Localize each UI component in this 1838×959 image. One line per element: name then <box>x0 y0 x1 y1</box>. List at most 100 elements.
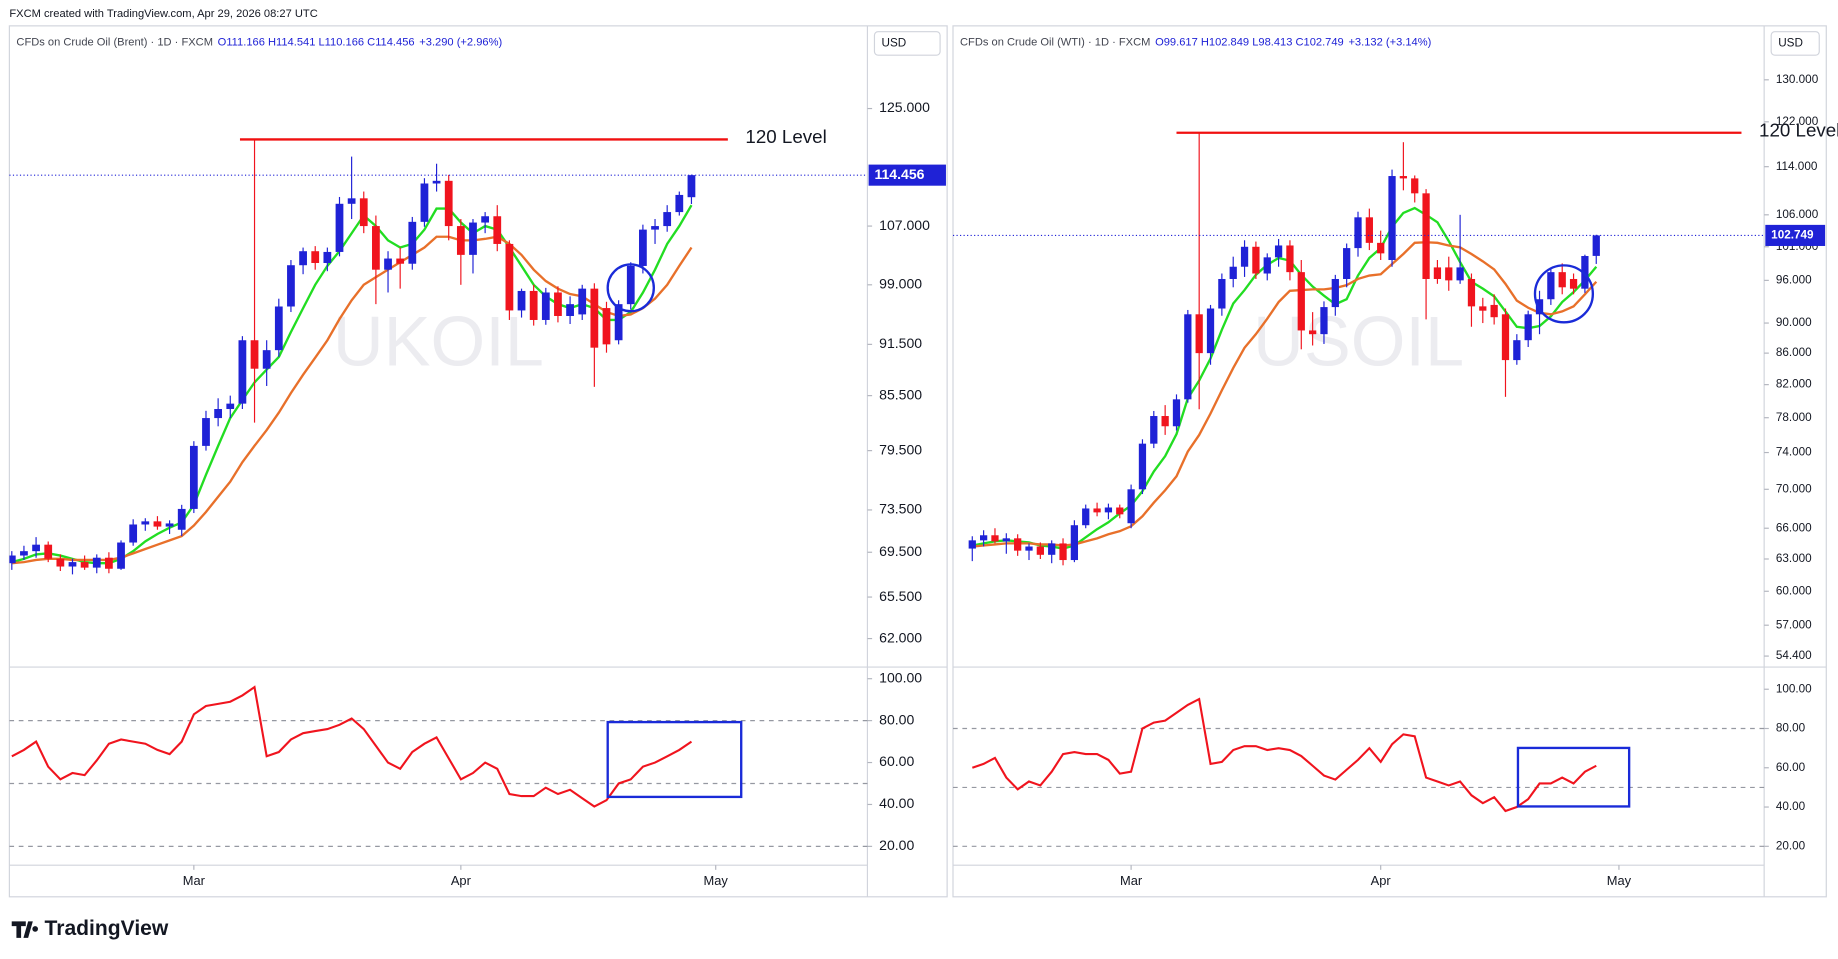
candle-body <box>639 229 647 266</box>
symbol-title: CFDs on Crude Oil (Brent) · 1D · FXCM <box>16 36 213 48</box>
y-tick-label: 86.000 <box>1776 346 1812 359</box>
candle-body <box>1433 267 1442 279</box>
price-marks <box>9 140 696 575</box>
last-price-label: 114.456 <box>874 166 924 182</box>
candle-body <box>1252 246 1260 274</box>
y-tick-label: 107.000 <box>879 217 930 233</box>
brand-logo <box>11 921 38 938</box>
candle-body <box>1025 546 1033 551</box>
candle-body <box>1388 176 1396 261</box>
x-tick-label: Apr <box>451 873 472 888</box>
currency-box <box>1770 31 1820 56</box>
level-label: 120 Level <box>745 126 826 147</box>
candle-body <box>1320 307 1328 335</box>
candle-body <box>1513 340 1521 361</box>
indicator-tick-label: 20.00 <box>879 837 914 853</box>
highlight-circle <box>606 263 655 313</box>
y-tick-label: 99.000 <box>879 276 922 292</box>
candle-body <box>1184 314 1192 400</box>
candle-body <box>1547 272 1555 300</box>
candle-body <box>663 212 672 227</box>
candle-body <box>359 198 368 227</box>
indicator-tick-label: 40.00 <box>1776 800 1806 813</box>
indicator-tick-label: 80.00 <box>879 711 914 727</box>
indicator-tick-label: 20.00 <box>1776 839 1806 852</box>
y-tick-label: 73.500 <box>879 501 922 517</box>
candle-body <box>20 551 28 556</box>
candle-body <box>529 290 538 320</box>
x-tick-label: May <box>1607 873 1632 888</box>
highlight-box <box>606 720 743 799</box>
candle-body <box>1263 257 1271 274</box>
candle-body <box>1229 266 1237 279</box>
highlight-circle <box>1533 264 1595 324</box>
candle-body <box>1138 443 1147 490</box>
candle-body <box>1377 242 1385 254</box>
chart-panel: UKOIL CFDs on Crude Oil (Brent) · 1D · FX… <box>8 25 948 898</box>
candle-body <box>1308 330 1317 335</box>
x-tick-label: Apr <box>1371 873 1392 888</box>
candle-body <box>1331 278 1339 308</box>
y-tick-label: 114.000 <box>1776 160 1818 173</box>
watermark: UKOIL <box>333 302 544 381</box>
candle-body <box>1002 538 1010 542</box>
candle-body <box>1581 256 1589 289</box>
candle-body <box>1014 538 1022 551</box>
candle-body <box>177 508 186 530</box>
y-tick-label: 78.000 <box>1776 411 1812 424</box>
indicator-tick-label: 60.00 <box>879 753 914 769</box>
candle-body <box>1093 508 1101 513</box>
candle-body <box>56 558 65 567</box>
candle-body <box>505 243 514 311</box>
candle-body <box>541 292 550 320</box>
y-tick-label: 54.400 <box>1776 649 1812 662</box>
y-tick-label: 125.000 <box>879 99 930 115</box>
candle-body <box>1048 543 1056 555</box>
y-tick-label: 60.000 <box>1776 584 1812 597</box>
indicator-tick-label: 100.00 <box>1776 682 1812 695</box>
x-tick-label: May <box>704 873 729 888</box>
candle-body <box>1172 399 1181 427</box>
chart-panel: USOIL CFDs on Crude Oil (WTI) · 1D · FXCM… <box>952 25 1838 898</box>
credit: FXCM created with TradingView.com, Apr 2… <box>9 8 317 20</box>
candle-body <box>1240 246 1249 267</box>
candle-body <box>626 265 635 305</box>
candle-body <box>1411 178 1419 194</box>
candle-body <box>979 535 988 541</box>
candle-body <box>1365 217 1373 243</box>
candle-body <box>214 409 223 419</box>
candle-body <box>1104 507 1113 513</box>
price-marks <box>968 132 1600 566</box>
candle-body <box>1059 543 1067 561</box>
candle-body <box>274 306 283 351</box>
candle-body <box>117 542 125 569</box>
y-tick-label: 79.500 <box>879 441 922 457</box>
y-tick-label: 96.000 <box>1776 273 1812 286</box>
y-tick-label: 74.000 <box>1776 446 1812 459</box>
candle-body <box>141 521 150 525</box>
candle-body <box>1286 245 1294 273</box>
candle-body <box>1467 278 1476 307</box>
candle-body <box>1490 304 1498 318</box>
y-tick-label: 62.000 <box>879 629 922 645</box>
candle-body <box>1218 278 1226 309</box>
indicator-line <box>971 697 1597 813</box>
indicator-tick-label: 60.00 <box>1776 761 1806 774</box>
watermark: USOIL <box>1253 302 1464 381</box>
y-tick-label: 130.000 <box>1776 73 1819 86</box>
y-tick-label: 70.000 <box>1776 482 1812 495</box>
candle-body <box>372 226 380 270</box>
candle-body <box>554 292 562 316</box>
legend-header: CFDs on Crude Oil (WTI) · 1D · FXCM O99.6… <box>960 36 1432 48</box>
y-tick-label: 90.000 <box>1776 316 1812 329</box>
ohlc: O99.617 H102.849 L98.413 C102.749 <box>1155 36 1344 48</box>
candle-body <box>1535 299 1544 315</box>
candle-body <box>1456 267 1464 281</box>
indicator-tick-label: 80.00 <box>1776 722 1806 735</box>
change: +3.132 (+3.14%) <box>1348 36 1431 48</box>
candle-body <box>968 540 976 549</box>
y-tick-label: 57.000 <box>1776 618 1812 631</box>
y-tick-label: 106.000 <box>1776 208 1819 221</box>
candle-body <box>444 180 453 227</box>
